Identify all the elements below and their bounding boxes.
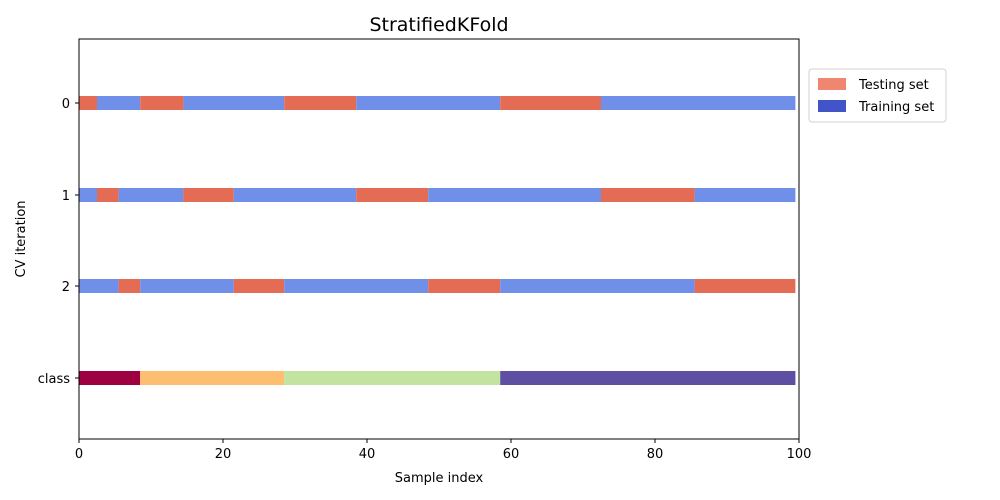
fold-2-segment-0-training [79, 279, 119, 293]
fold-1-segment-2-training [118, 188, 184, 202]
x-tick-label-100: 100 [787, 447, 812, 462]
fold-1-segment-4-training [233, 188, 357, 202]
legend-label-testing: Testing set [858, 78, 929, 93]
fold-2-segment-7-testing [694, 279, 796, 293]
fold-2-segment-6-training [500, 279, 695, 293]
fold-0-segment-3-training [183, 96, 285, 110]
x-tick-label-0: 0 [75, 447, 83, 462]
fold-1-segment-1-testing [97, 188, 119, 202]
fold-0-segment-5-training [356, 96, 501, 110]
y-tick-label-class: class [38, 372, 70, 387]
legend-swatch-training [818, 100, 846, 112]
class-segment-1 [140, 371, 285, 385]
fold-1-segment-7-testing [601, 188, 695, 202]
fold-0-segment-0-testing [79, 96, 97, 110]
y-tick-label-0: 0 [62, 97, 70, 112]
fold-1-segment-3-testing [183, 188, 234, 202]
legend: Testing set Training set [808, 68, 947, 123]
class-segment-0 [79, 371, 141, 385]
fold-1-segment-0-training [79, 188, 97, 202]
fold-2-segment-1-testing [118, 279, 141, 293]
fold-1-segment-6-training [428, 188, 601, 202]
y-tick-label-1: 1 [62, 189, 70, 204]
x-tick-label-60: 60 [503, 447, 520, 462]
fold-0-segment-7-training [601, 96, 796, 110]
legend-label-training: Training set [858, 100, 934, 115]
bars-layer [79, 96, 796, 385]
y-axis-label: CV iteration [14, 200, 29, 277]
plot-frame [78, 38, 800, 440]
x-tick-label-20: 20 [215, 447, 232, 462]
fold-1-segment-5-testing [356, 188, 429, 202]
x-tick-label-40: 40 [359, 447, 376, 462]
fold-2-segment-5-testing [428, 279, 501, 293]
legend-swatch-testing [818, 78, 846, 90]
fold-2-segment-4-training [284, 279, 429, 293]
class-segment-3 [500, 371, 796, 385]
fold-0-segment-4-testing [284, 96, 357, 110]
fold-2-segment-2-training [140, 279, 234, 293]
x-axis-ticks: 0 20 40 60 80 100 [75, 439, 812, 462]
fold-0-segment-6-testing [500, 96, 601, 110]
y-axis-ticks: 0 1 2 class [38, 97, 79, 387]
fold-0-segment-2-testing [140, 96, 184, 110]
class-segment-2 [284, 371, 501, 385]
fold-2-segment-3-testing [233, 279, 285, 293]
chart-title: StratifiedKFold [369, 14, 508, 36]
y-tick-label-2: 2 [62, 280, 70, 295]
fold-0-segment-1-training [97, 96, 141, 110]
fold-1-segment-8-training [694, 188, 796, 202]
x-tick-label-80: 80 [647, 447, 664, 462]
x-axis-label: Sample index [395, 471, 484, 486]
